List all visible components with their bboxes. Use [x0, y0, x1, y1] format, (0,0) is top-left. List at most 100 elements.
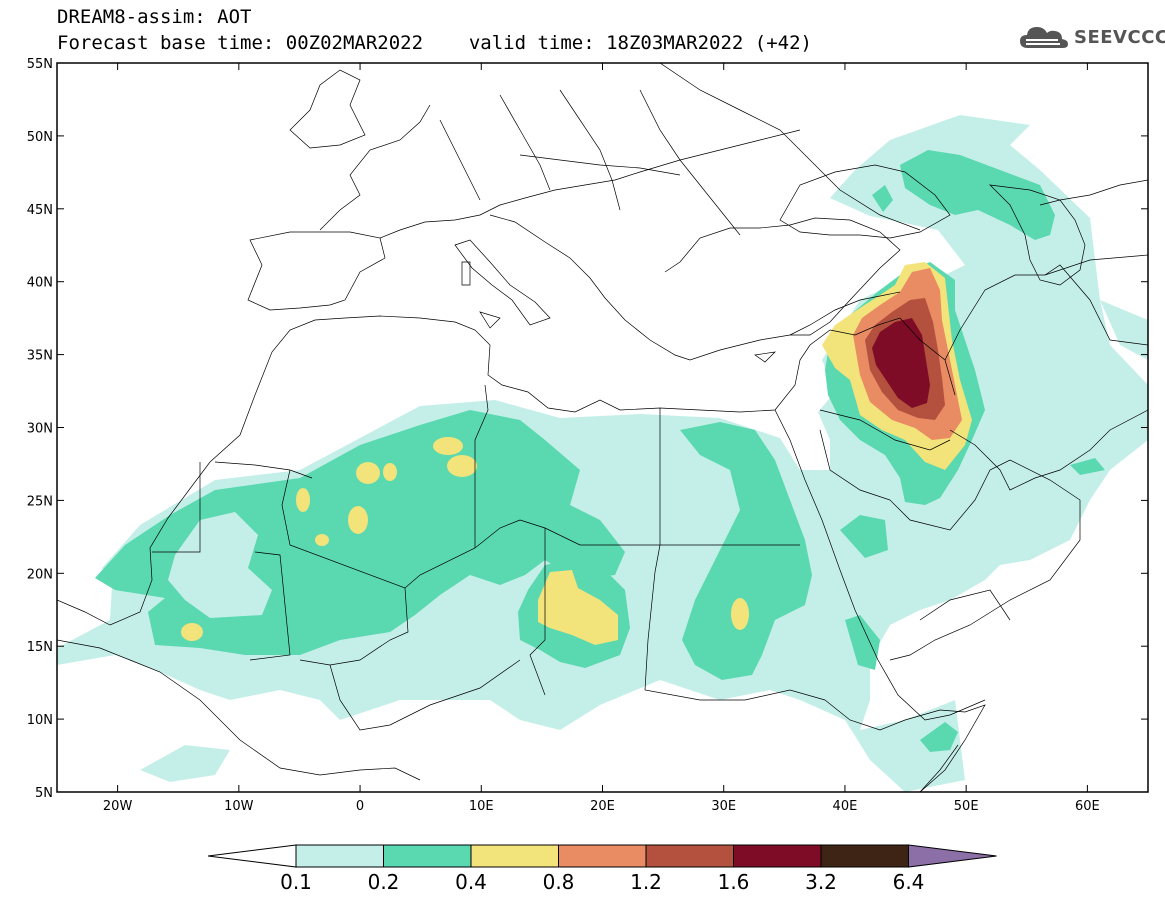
aot-band-0.2-egypt-sudan	[680, 422, 812, 680]
coastline-sardinia	[461, 261, 471, 286]
aot-patch-red-sea	[845, 615, 880, 670]
aot-band-0.4-chad	[538, 570, 618, 645]
border-kazakhstan	[1039, 179, 1148, 206]
border-europe-1	[379, 129, 801, 239]
coastline-britain	[289, 69, 366, 149]
coastline-somalia	[904, 704, 986, 792]
coastline-iberia	[247, 231, 386, 311]
aot-hole-western-sahara	[168, 512, 272, 618]
lon-tick-label: 10W	[224, 799, 254, 814]
border-europe-4	[559, 89, 621, 211]
colorbar-level-label: 3.2	[805, 870, 837, 894]
coastline-arabia	[819, 429, 1081, 661]
colorbar-swatch	[295, 844, 384, 868]
colorbar-level-label: 1.6	[718, 870, 750, 894]
colorbar-swatch	[820, 844, 909, 868]
colorbar-swatch	[470, 844, 559, 868]
colorbar-arrow-high	[908, 844, 997, 868]
aot-patch-senegal	[181, 623, 203, 641]
lon-tick-label: 30E	[711, 799, 736, 814]
border-europe-5	[639, 89, 741, 236]
border-mauritania	[152, 462, 201, 553]
aot-patch-central-asia	[1100, 300, 1148, 360]
colorbar-level-label: 0.4	[455, 870, 487, 894]
axis-ticks: 20W 10W 0 10E 20E 30E 40E 50E 60E 55N 50N 45N 40N 35N…	[27, 57, 1148, 814]
aot-patch-algeria-2	[383, 463, 397, 481]
colorbar-swatch	[383, 844, 472, 868]
lon-tick-label: 60E	[1075, 799, 1100, 814]
aot-patch-mali	[315, 534, 329, 546]
coastline-cyprus	[754, 351, 776, 363]
cloud-icon	[1020, 27, 1068, 48]
aot-band-1.6	[872, 318, 930, 408]
aot-contours	[57, 115, 1148, 792]
border-yemen-oman	[919, 589, 1011, 621]
aot-patch-libya-2	[447, 455, 477, 477]
aot-patch-algeria-3	[296, 488, 310, 512]
border-turkey	[789, 291, 901, 336]
valid-time: valid time: 18Z03MAR2022 (+42)	[468, 32, 812, 54]
border-sudan	[644, 544, 826, 701]
coastline-west-africa	[57, 315, 831, 626]
colorbar-arrow-low	[207, 844, 297, 868]
border-ethiopia	[824, 699, 906, 731]
border-morocco	[214, 461, 313, 479]
lat-tick-label: 35N	[27, 349, 53, 364]
lat-tick-label: 15N	[27, 640, 53, 655]
coastline-france-uk	[319, 104, 431, 231]
border-algeria-mali	[281, 469, 521, 589]
logo-text: SEEVCCC	[1074, 26, 1165, 48]
lon-tick-label: 50E	[954, 799, 979, 814]
border-russia	[659, 63, 921, 231]
colorbar-level-label: 1.2	[630, 870, 662, 894]
colorbar-level-label: 6.4	[893, 870, 925, 894]
lat-tick-label: 50N	[27, 130, 53, 145]
colorbar-swatch	[558, 844, 647, 868]
aot-patch-gulf	[1070, 458, 1105, 475]
coastline-adriatic	[489, 214, 901, 361]
lon-tick-label: 40E	[833, 799, 858, 814]
border-iran	[944, 254, 1148, 361]
coastline-caspian	[989, 184, 1086, 286]
seevccc-logo: SEEVCCC	[1018, 24, 1165, 50]
coastline-gulf-of-guinea	[57, 639, 421, 781]
aot-patch-somalia	[920, 722, 958, 752]
lat-tick-label: 5N	[35, 786, 53, 801]
aot-patch-ukraine	[872, 185, 893, 212]
border-europe-2	[439, 119, 481, 201]
coastline-persian-gulf	[949, 409, 1148, 491]
aot-patch-algeria	[356, 462, 380, 484]
aot-patch-arabia	[840, 515, 888, 558]
colorbar-swatch	[733, 844, 822, 868]
colorbar-level-label: 0.8	[543, 870, 575, 894]
colorbar-level-label: 0.1	[280, 870, 312, 894]
border-horn	[919, 744, 959, 792]
aot-patch-libya	[433, 437, 463, 455]
coastline-italy	[454, 239, 551, 326]
lat-tick-label: 55N	[27, 57, 53, 72]
lon-tick-label: 10E	[469, 799, 494, 814]
lat-tick-label: 25N	[27, 494, 53, 509]
coastline-red-sea	[774, 409, 986, 721]
border-europe-6	[519, 154, 681, 176]
coastline-sicily	[479, 311, 501, 329]
colorbar: 0.1 0.2 0.4 0.8 1.2 1.6 3.2 6.4	[207, 844, 997, 894]
border-nigeria	[329, 659, 521, 731]
coastlines-borders	[57, 63, 1148, 792]
border-arabia	[819, 409, 951, 451]
lon-tick-label: 20W	[103, 799, 133, 814]
lon-tick-label: 0	[356, 799, 364, 814]
border-libya-egypt	[519, 408, 661, 546]
aot-patch-algeria-4	[348, 506, 368, 534]
base-time: Forecast base time: 00Z02MAR2022	[57, 32, 424, 54]
colorbar-level-label: 0.2	[368, 870, 400, 894]
border-mauritania-mali	[249, 551, 291, 661]
forecast-times: Forecast base time: 00Z02MAR2022 valid t…	[57, 32, 812, 54]
lat-tick-label: 20N	[27, 567, 53, 582]
border-europe-3	[499, 94, 551, 191]
border-central-asia	[1044, 264, 1148, 346]
aot-patch-sudan	[731, 598, 749, 630]
aot-band-0.1	[57, 115, 1148, 792]
lat-tick-label: 45N	[27, 203, 53, 218]
